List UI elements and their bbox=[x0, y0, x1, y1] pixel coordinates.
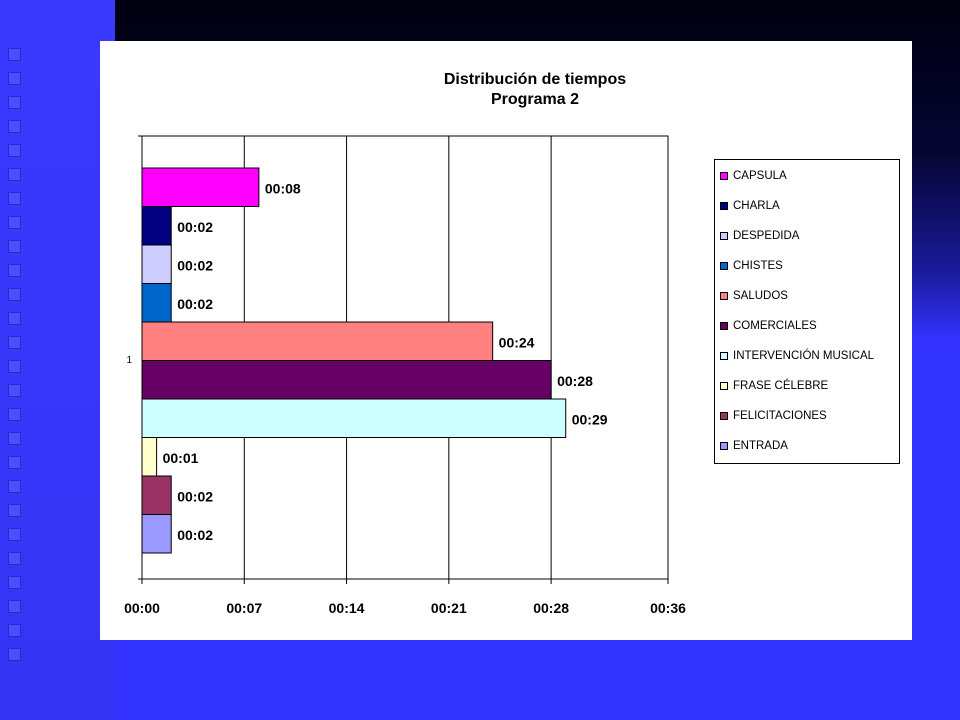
legend-label: CHISTES bbox=[733, 260, 783, 272]
data-label: 00:02 bbox=[177, 296, 213, 312]
decorative-square bbox=[8, 432, 21, 445]
bar-despedida bbox=[141, 244, 172, 284]
legend-label: FELICITACIONES bbox=[733, 410, 827, 422]
decorative-square bbox=[8, 408, 21, 421]
decorative-square bbox=[8, 552, 21, 565]
decorative-square bbox=[8, 576, 21, 589]
legend-item: SALUDOS bbox=[720, 289, 788, 303]
decorative-square bbox=[8, 288, 21, 301]
data-label: 00:02 bbox=[177, 219, 213, 235]
decorative-square bbox=[8, 240, 21, 253]
bar-capsula bbox=[141, 167, 260, 207]
decorative-square bbox=[8, 72, 21, 85]
legend-item: CAPSULA bbox=[720, 169, 787, 183]
decorative-square bbox=[8, 48, 21, 61]
bar-felicitaciones bbox=[141, 475, 172, 515]
legend-item: DESPEDIDA bbox=[720, 229, 799, 243]
legend-swatch bbox=[720, 262, 728, 270]
bar-intervenci-n-musical bbox=[141, 398, 567, 438]
bar-chistes bbox=[141, 283, 172, 323]
data-label: 00:29 bbox=[572, 411, 608, 427]
legend-label: DESPEDIDA bbox=[733, 230, 800, 242]
x-tick-label: 00:00 bbox=[124, 600, 160, 616]
chart-title-line-1: Distribución de tiempos bbox=[443, 71, 627, 88]
decorative-square bbox=[8, 336, 21, 349]
x-tick-label: 00:21 bbox=[431, 600, 467, 616]
legend-swatch bbox=[720, 352, 728, 360]
data-label: 00:01 bbox=[163, 450, 199, 466]
data-label: 00:24 bbox=[499, 334, 535, 350]
decorative-square bbox=[8, 144, 21, 157]
decorative-square bbox=[8, 384, 21, 397]
decorative-square bbox=[8, 456, 21, 469]
bar-frase-c-lebre bbox=[141, 437, 158, 477]
decorative-square bbox=[8, 648, 21, 661]
decorative-square bbox=[8, 528, 21, 541]
legend-item: ENTRADA bbox=[720, 439, 788, 453]
decorative-square bbox=[8, 192, 21, 205]
legend-label: CHARLA bbox=[733, 200, 780, 212]
legend-item: INTERVENCIÓN MUSICAL bbox=[720, 349, 874, 363]
legend-item: COMERCIALES bbox=[720, 319, 817, 333]
data-label: 00:28 bbox=[557, 373, 593, 389]
legend-swatch bbox=[720, 442, 728, 450]
legend-item: FELICITACIONES bbox=[720, 409, 827, 423]
data-label: 00:08 bbox=[265, 180, 301, 196]
decorative-square bbox=[8, 264, 21, 277]
bar-chart: 00:00 00:07 00:14 00:21 00:28 00:36 1 00:08 00:0… bbox=[124, 135, 686, 616]
legend-label: FRASE CÉLEBRE bbox=[733, 380, 829, 392]
data-label: 00:02 bbox=[177, 488, 213, 504]
legend-swatch bbox=[720, 322, 728, 330]
legend-item: CHARLA bbox=[720, 199, 780, 213]
data-label: 00:02 bbox=[177, 527, 213, 543]
legend-label: CAPSULA bbox=[733, 170, 787, 182]
decorative-square bbox=[8, 504, 21, 517]
decorative-square bbox=[8, 312, 21, 325]
decorative-square bbox=[8, 624, 21, 637]
legend-swatch bbox=[720, 382, 728, 390]
legend-swatch bbox=[720, 412, 728, 420]
legend-label: INTERVENCIÓN MUSICAL bbox=[733, 350, 875, 362]
x-tick-label: 00:07 bbox=[226, 600, 262, 616]
left-decorative-strip bbox=[0, 0, 115, 720]
decorative-square bbox=[8, 600, 21, 613]
decorative-square bbox=[8, 216, 21, 229]
legend-label: SALUDOS bbox=[733, 290, 788, 302]
legend-swatch bbox=[720, 232, 728, 240]
bar-charla bbox=[141, 206, 172, 246]
legend-label: ENTRADA bbox=[733, 440, 788, 452]
bar-comerciales bbox=[141, 360, 552, 400]
x-tick-label: 00:36 bbox=[650, 600, 686, 616]
decorative-squares bbox=[8, 48, 24, 672]
decorative-square bbox=[8, 96, 21, 109]
data-label: 00:02 bbox=[177, 257, 213, 273]
chart-card: Distribución de tiempos Programa 2 00:00… bbox=[100, 41, 912, 640]
decorative-square bbox=[8, 120, 21, 133]
bar-saludos bbox=[141, 321, 494, 361]
legend-label: COMERCIALES bbox=[733, 320, 817, 332]
x-tick-label: 00:28 bbox=[533, 600, 569, 616]
decorative-square bbox=[8, 168, 21, 181]
decorative-square bbox=[8, 360, 21, 373]
chart-title-line-2: Programa 2 bbox=[490, 91, 580, 108]
legend-swatch bbox=[720, 202, 728, 210]
chart-legend: CAPSULA CHARLA DESPEDIDA CHISTES SALUDOS COME… bbox=[714, 159, 900, 464]
legend-item: CHISTES bbox=[720, 259, 783, 273]
legend-item: FRASE CÉLEBRE bbox=[720, 379, 828, 393]
legend-swatch bbox=[720, 292, 728, 300]
decorative-square bbox=[8, 480, 21, 493]
bar-entrada bbox=[141, 514, 172, 554]
legend-swatch bbox=[720, 172, 728, 180]
x-tick-label: 00:14 bbox=[329, 600, 365, 616]
chart-title: Distribución de tiempos Programa 2 bbox=[100, 70, 960, 110]
category-label: 1 bbox=[126, 355, 132, 366]
